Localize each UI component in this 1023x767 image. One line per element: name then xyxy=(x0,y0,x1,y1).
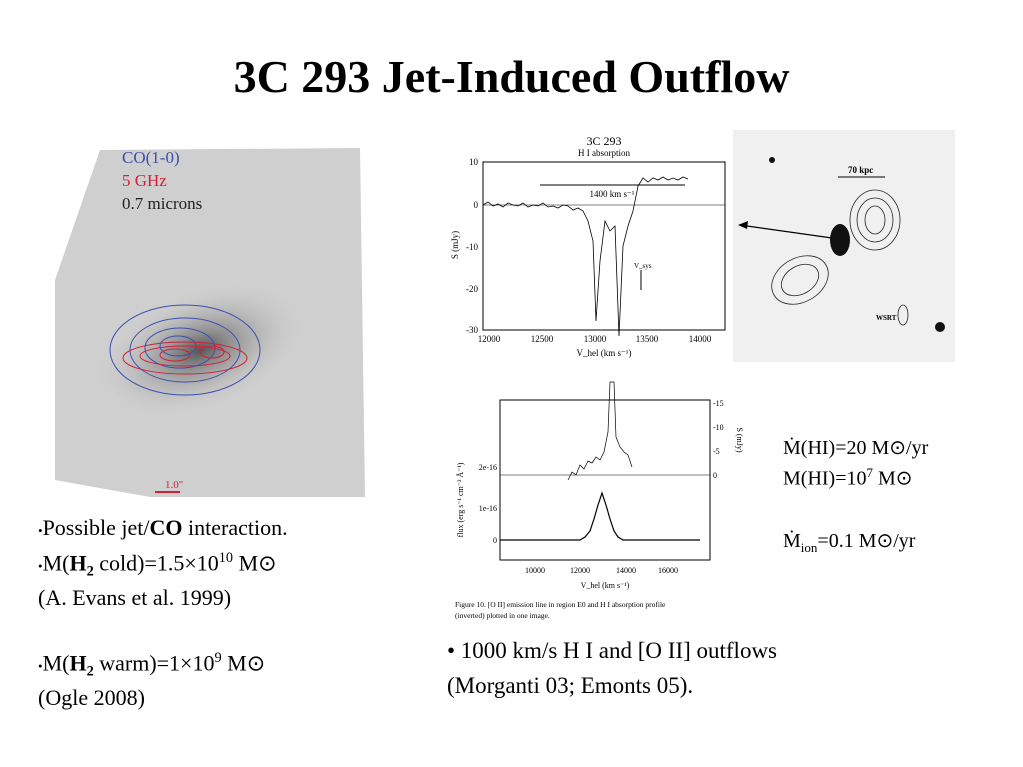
bullet: •M(H2 warm)=1×109 M⊙ xyxy=(38,650,265,681)
spectrum xyxy=(482,176,689,337)
bullet-text: (Morganti 03; Emonts 05). xyxy=(447,673,694,698)
text-part: H xyxy=(69,650,87,676)
absorption-profile xyxy=(567,381,633,481)
text-part: ⊙ xyxy=(895,467,913,490)
slide-title: 3C 293 Jet-Induced Outflow xyxy=(233,51,790,102)
beam-label: WSRT xyxy=(876,314,897,322)
y-tick-label: -10 xyxy=(466,242,478,252)
y2-tick-label: 0 xyxy=(713,471,717,480)
x-tick-label: 16000 xyxy=(658,566,678,575)
text-part: • xyxy=(38,658,43,674)
text-part: • xyxy=(38,558,43,574)
text-part: 9 xyxy=(214,650,222,666)
text-part: cold)=1.5×10 xyxy=(93,550,219,576)
bullet: •M(H2 cold)=1.5×1010 M⊙ xyxy=(38,550,277,581)
text-part: M xyxy=(221,650,247,676)
x-tick-label: 12000 xyxy=(570,566,590,575)
text-part: ⊙ xyxy=(246,650,266,676)
y-tick-label: 10 xyxy=(469,157,479,167)
y-tick-label: -30 xyxy=(466,325,478,335)
y2-tick-label: -15 xyxy=(713,399,724,408)
y-tick-label: 0 xyxy=(474,200,479,210)
x-tick-label: 13500 xyxy=(636,334,659,344)
bullet-text: (A. Evans et al. 1999) xyxy=(38,585,232,610)
caption: Figure 10. [O II] emission line in regio… xyxy=(455,600,666,609)
x-tick-label: 12000 xyxy=(478,334,501,344)
plot-frame xyxy=(482,161,726,331)
text-part: /yr xyxy=(906,437,929,459)
x-axis-label: V_hel (km s⁻¹) xyxy=(581,581,630,590)
radio-contours xyxy=(122,341,248,375)
text-part: Ṁ(HI)=20 M xyxy=(783,437,890,459)
text-part: 2 xyxy=(86,663,94,680)
text-part: M xyxy=(873,467,896,490)
emission-profile xyxy=(500,491,700,541)
text-part: 7 xyxy=(866,465,874,480)
star xyxy=(935,322,945,332)
text-part: M( xyxy=(42,550,70,576)
text-part: 10 xyxy=(218,550,234,566)
rate: Ṁion=0.1 M⊙/yr xyxy=(783,528,915,556)
scale-label: 70 kpc xyxy=(848,165,873,175)
image-label: 5 GHz xyxy=(122,171,167,190)
text-part: /yr xyxy=(893,530,916,552)
y-tick-label: 0 xyxy=(493,536,497,545)
image-label: 0.7 microns xyxy=(122,194,202,213)
text-part: warm)=1×10 xyxy=(93,650,215,676)
y-tick-label: 2e-16 xyxy=(479,463,497,472)
x-axis-label: V_hel (km s⁻¹) xyxy=(577,348,632,358)
pointer xyxy=(739,224,833,239)
text-part: M( xyxy=(42,650,70,676)
bullet: •Possible jet/CO interaction. xyxy=(38,515,288,541)
y2-tick-label: -10 xyxy=(713,423,724,432)
text-part: Ṁ xyxy=(783,530,801,552)
x-tick-label: 10000 xyxy=(525,566,545,575)
y-axis-label: S (mJy) xyxy=(450,231,460,259)
y-tick-label: -20 xyxy=(466,284,478,294)
star xyxy=(769,157,775,163)
y-tick-label: 1e-16 xyxy=(479,504,497,513)
vsys-label: V_sys xyxy=(634,262,652,270)
x-tick-label: 14000 xyxy=(616,566,636,575)
text-part: ⊙ xyxy=(889,437,907,459)
scale-label: 1.0" xyxy=(165,479,183,491)
caption: (inverted) plotted in one image. xyxy=(455,611,550,620)
text-part: Possible jet/ xyxy=(42,515,150,540)
top-plot: 3C 293 H I absorption 1400 km s⁻¹ V_sys … xyxy=(450,134,726,358)
plot-title: 3C 293 xyxy=(586,134,621,148)
radio-core xyxy=(830,224,850,256)
width-label: 1400 km s⁻¹ xyxy=(590,189,635,199)
text-part: ion xyxy=(800,540,818,555)
radio-jet xyxy=(771,189,909,326)
bullet-text: • 1000 km/s H I and [O II] outflows xyxy=(447,638,778,663)
bullet-text: (Ogle 2008) xyxy=(38,685,145,710)
text-part: M xyxy=(233,550,259,576)
y2-tick-label: -5 xyxy=(713,447,720,456)
bottom-plot: 2e-16 1e-16 0 -15 -10 -5 0 10000 12000 1… xyxy=(455,381,744,620)
text-part: ⊙ xyxy=(258,550,277,576)
text-part: 2 xyxy=(86,563,94,580)
plot-subtitle: H I absorption xyxy=(578,148,630,158)
text-part: CO xyxy=(149,515,183,540)
rate: M(HI)=107 M⊙ xyxy=(783,465,913,491)
rate: Ṁ(HI)=20 M⊙/yr xyxy=(783,435,928,460)
image-label: CO(1-0) xyxy=(122,148,180,167)
x-tick-label: 12500 xyxy=(531,334,554,344)
y2-axis-label: S (mJy) xyxy=(735,427,744,452)
text-part: interaction. xyxy=(182,515,288,540)
text-part: =0.1 M xyxy=(817,530,877,552)
text-part: M(HI)=10 xyxy=(783,467,867,490)
x-tick-label: 13000 xyxy=(584,334,607,344)
plot-frame xyxy=(499,399,711,561)
galaxy xyxy=(94,282,306,418)
text-part: • xyxy=(38,523,43,538)
x-tick-label: 14000 xyxy=(689,334,712,344)
text-part: ⊙ xyxy=(876,530,894,552)
y-axis-label: flux (erg s⁻¹ cm⁻² Å⁻¹) xyxy=(456,462,465,537)
pointer-head xyxy=(738,221,748,229)
text-part: H xyxy=(69,550,87,576)
